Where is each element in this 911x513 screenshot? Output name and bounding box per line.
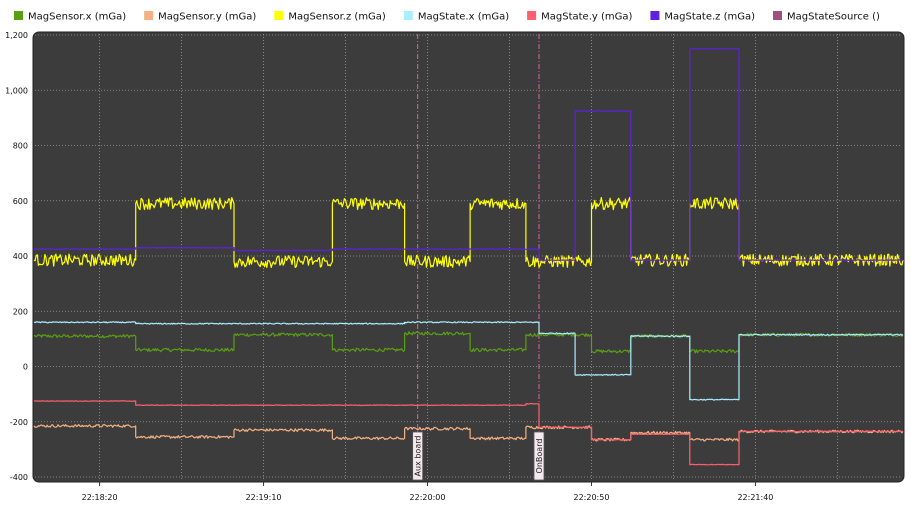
legend-swatch [14, 11, 23, 20]
legend-label-magsensor-y-mga: MagSensor.y (mGa) [158, 12, 256, 23]
legend-label-magsensor-z-mga: MagSensor.z (mGa) [288, 12, 386, 23]
legend-swatch [773, 11, 783, 20]
series-line-magstate-y-mga [34, 400, 903, 466]
y-tick-label: 600 [13, 197, 28, 206]
legend-label-magsensor-x-mga: MagSensor.x (mGa) [28, 12, 126, 23]
y-tick-label: 400 [13, 252, 28, 261]
series-line-magstate-z-mga [33, 47, 903, 261]
x-tick-label: 22:18:20 [82, 493, 118, 502]
x-tick-label: 22:21:40 [737, 493, 773, 502]
y-tick-label: -400 [10, 473, 28, 482]
x-tick-label: 22:20:50 [574, 493, 610, 502]
legend-label-magstatesource: MagStateSource () [787, 12, 880, 23]
series-line-magsensor-y-mga [33, 424, 904, 442]
y-tick-label: 1,200 [5, 31, 28, 40]
legend-label-magstate-x-mga: MagState.x (mGa) [418, 12, 509, 23]
y-tick-label: 200 [13, 307, 28, 316]
legend-swatch [403, 11, 413, 20]
legend-label-magstate-z-mga: MagState.z (mGa) [664, 12, 755, 23]
legend-swatch [144, 11, 154, 20]
annotation-label-aux-board: Aux board [414, 436, 423, 477]
y-tick-label: -200 [10, 418, 28, 427]
y-tick-label: 0 [23, 363, 28, 372]
y-tick-label: 1,000 [5, 86, 28, 95]
legend: MagSensor.x (mGa) MagSensor.y (mGa) MagSen… [14, 11, 880, 23]
series-line-magstate-x-mga [33, 321, 904, 401]
x-tick-label: 22:19:10 [246, 493, 282, 502]
legend-swatch [274, 11, 284, 20]
series-lines [33, 47, 904, 466]
annotation-label-onboard: OnBoard [535, 439, 544, 474]
x-tick-label: 22:20:00 [410, 493, 446, 502]
y-tick-label: 800 [13, 142, 28, 151]
annotation-label-box [412, 431, 424, 481]
legend-label-magstate-y-mga: MagState.y (mGa) [541, 12, 632, 23]
annotation-label-box [533, 431, 545, 481]
legend-swatch [527, 11, 537, 20]
legend-swatch [650, 11, 660, 20]
series-line-magsensor-z-mga [33, 196, 904, 269]
